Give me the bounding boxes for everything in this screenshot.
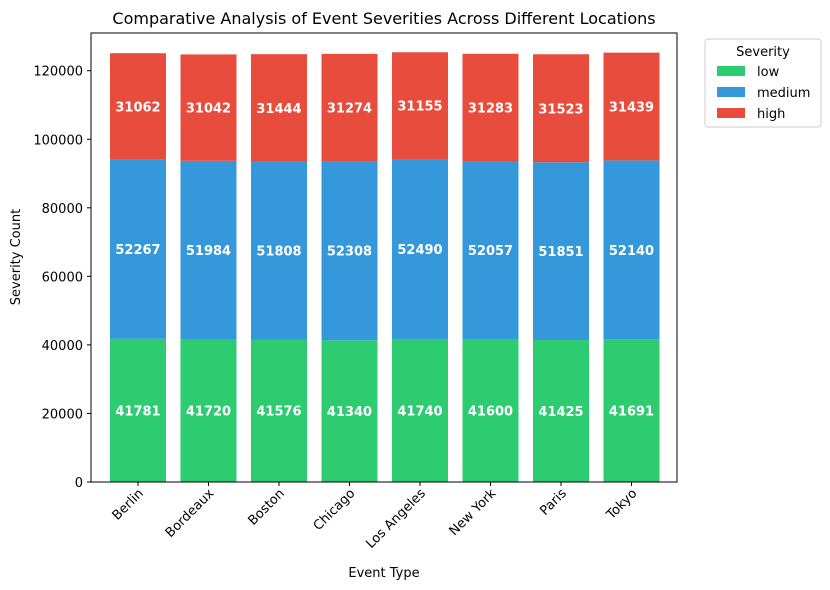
bars-group — [110, 52, 660, 482]
bar-value-label: 41720 — [186, 405, 231, 420]
bar-segment-high — [321, 53, 378, 162]
x-axis-label: Event Type — [348, 566, 419, 581]
bar-segment-medium — [180, 160, 237, 340]
bar-value-label: 31283 — [468, 101, 513, 116]
bar-value-label: 41340 — [327, 405, 372, 420]
x-tick-label: Bordeaux — [163, 486, 218, 541]
bar-value-label: 31274 — [327, 101, 372, 116]
bar-segment-medium — [462, 160, 519, 340]
bar-value-label: 52267 — [115, 243, 160, 258]
bar-segment-medium — [533, 162, 589, 341]
bar-value-label: 52057 — [468, 244, 513, 259]
x-tick-label: Los Angeles — [363, 486, 429, 552]
bar-segment-medium — [392, 159, 448, 339]
bar-segment-low — [321, 340, 378, 482]
bar-value-label: 41425 — [538, 405, 583, 420]
bar-segment-medium — [110, 159, 166, 339]
y-axis-label: Severity Count — [9, 209, 24, 305]
legend: Severity low medium high — [704, 38, 822, 128]
legend-swatch-low — [717, 66, 745, 76]
bar-segment-low — [110, 338, 166, 482]
legend-label-high: high — [757, 107, 785, 122]
bar-segment-medium — [251, 161, 307, 340]
bar-labels-group: 41781 52267 31062 41720 51984 31042 41576 51808… — [115, 100, 654, 421]
bar-segment-high — [110, 53, 166, 160]
chart-title: Comparative Analysis of Event Severities… — [112, 9, 655, 28]
bar-value-label: 31444 — [256, 102, 301, 117]
y-tick-label: 120000 — [33, 65, 83, 80]
x-tick-label: New York — [447, 486, 500, 539]
bar-segment-medium — [321, 161, 378, 341]
bar-value-label: 41576 — [256, 405, 301, 420]
bar-value-label: 51808 — [256, 245, 301, 260]
plot-frame — [90, 32, 678, 483]
legend-swatch-high — [717, 108, 745, 118]
y-tick-label: 100000 — [33, 133, 83, 148]
bar-value-label: 41600 — [468, 405, 513, 420]
legend-swatch-medium — [717, 87, 745, 97]
y-tick-label: 60000 — [42, 270, 83, 285]
bar-value-label: 52490 — [397, 243, 442, 258]
bar-segment-high — [180, 54, 237, 161]
bar-segment-low — [392, 338, 448, 482]
legend-title: Severity — [736, 45, 790, 60]
bar-segment-high — [462, 53, 519, 161]
bar-value-label: 51851 — [538, 245, 583, 260]
bar-value-label: 41691 — [609, 405, 654, 420]
bar-segment-high — [392, 52, 448, 160]
bar-segment-high — [603, 52, 660, 161]
bar-value-label: 52140 — [609, 244, 654, 259]
x-axis: Berlin Bordeaux Boston Chicago Los Angeles Ne… — [110, 482, 640, 552]
bar-segment-low — [533, 340, 589, 482]
y-axis: 0 20000 40000 60000 80000 100000 120000 — [33, 65, 91, 491]
legend-frame — [704, 38, 822, 128]
bar-value-label: 31155 — [397, 100, 442, 115]
bar-segment-low — [251, 339, 307, 482]
bar-value-label: 31523 — [538, 102, 583, 117]
bar-value-label: 52308 — [327, 245, 372, 260]
x-tick-label: Paris — [537, 486, 570, 519]
y-tick-label: 0 — [75, 476, 83, 491]
bar-value-label: 51984 — [186, 244, 231, 259]
y-tick-label: 20000 — [42, 407, 83, 422]
y-tick-label: 80000 — [42, 202, 83, 217]
bar-value-label: 41740 — [397, 404, 442, 419]
bar-segment-low — [603, 339, 660, 482]
bar-value-label: 31042 — [186, 102, 231, 117]
legend-items: low medium high — [717, 65, 810, 122]
y-tick-label: 40000 — [42, 339, 83, 354]
bar-value-label: 41781 — [115, 404, 160, 419]
x-tick-label: Boston — [245, 486, 287, 528]
bar-segment-medium — [603, 160, 660, 340]
legend-label-low: low — [757, 65, 780, 80]
x-tick-label: Tokyo — [603, 486, 640, 523]
bar-segment-low — [180, 339, 237, 482]
bar-value-label: 31439 — [609, 101, 654, 116]
x-tick-label: Berlin — [110, 486, 147, 523]
x-tick-label: Chicago — [311, 486, 359, 534]
legend-label-medium: medium — [757, 86, 810, 101]
bar-segment-high — [251, 54, 307, 162]
bar-value-label: 31062 — [115, 100, 160, 115]
bar-segment-high — [533, 54, 589, 163]
bar-segment-low — [462, 339, 519, 482]
